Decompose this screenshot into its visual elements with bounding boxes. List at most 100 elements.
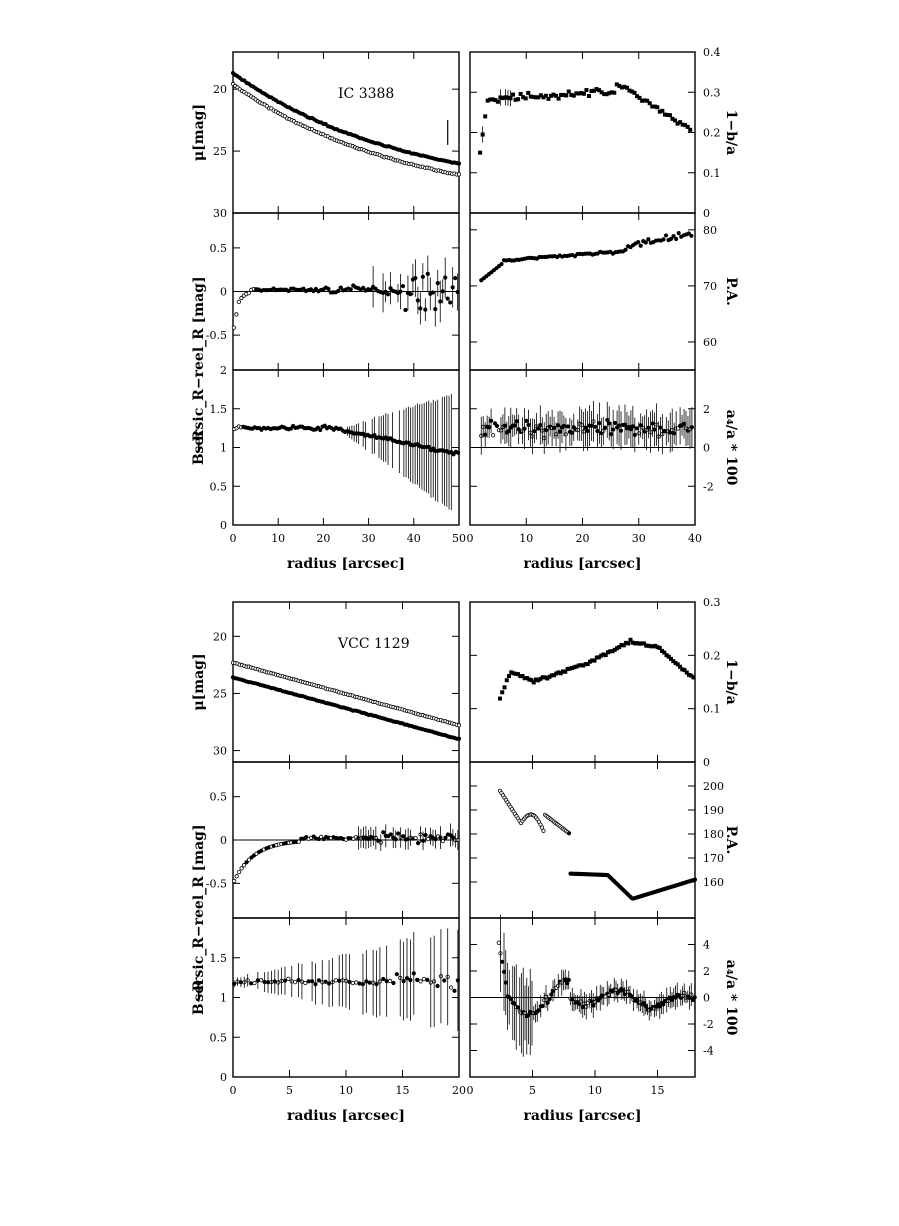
y-axis-label: P.A.: [723, 277, 739, 306]
ellipticity-point: [645, 98, 650, 103]
ellipticity-point: [599, 653, 604, 658]
y-tick-label: 1: [220, 992, 227, 1005]
a4-point: [496, 940, 501, 945]
ellipticity-point: [520, 674, 525, 679]
a4-point: [613, 420, 618, 426]
residual-point: [236, 299, 241, 304]
panel-frame-0-pa: [469, 212, 696, 371]
residual-point: [388, 832, 393, 837]
y-tick-label: -4: [703, 1045, 714, 1058]
pa-point: [643, 240, 648, 245]
y-axis-label: sersic_R−reel_R [mag]: [191, 824, 207, 1001]
y-axis-label: a₄/a * 100: [723, 960, 739, 1036]
residual-point: [348, 287, 353, 292]
ellipticity-point: [673, 118, 678, 123]
ellipticity-point: [673, 660, 678, 665]
x-tick-label: 15: [396, 1084, 410, 1097]
residual-point: [373, 286, 378, 291]
y-axis-label: a₄/a * 100: [723, 410, 739, 486]
residual-point: [381, 830, 386, 835]
ellipticity-point: [648, 644, 653, 649]
a4-point: [593, 424, 598, 429]
color-point: [357, 981, 362, 986]
residual-point: [241, 863, 247, 868]
y-axis-label: sersic_R−reel_R [mag]: [191, 276, 207, 453]
y-tick-label: 80: [703, 224, 717, 237]
y-tick-label: 0: [220, 519, 227, 532]
ellipticity-point: [509, 670, 514, 675]
ellipticity-point: [621, 643, 626, 648]
ellipticity-point: [502, 685, 507, 690]
x-axis-label: radius [arcsec]: [523, 556, 641, 572]
residual-point: [232, 878, 237, 884]
residual-point: [400, 283, 406, 289]
color-point: [452, 988, 457, 993]
ellipticity-point: [518, 674, 523, 679]
ellipticity-point: [504, 678, 509, 683]
x-tick-label: 20: [452, 1084, 466, 1097]
residual-point: [336, 288, 341, 294]
ellipticity-point: [627, 88, 632, 93]
ellipticity-point: [607, 91, 612, 96]
residual-point: [237, 870, 242, 875]
x-tick-label: 15: [651, 1084, 665, 1097]
a4-point: [500, 959, 505, 964]
residual-point: [234, 312, 239, 317]
y-tick-label: -2: [703, 480, 714, 493]
ellipticity-point: [667, 113, 672, 118]
a4-point: [490, 433, 496, 438]
ellipticity-point: [531, 94, 536, 99]
pa-point: [541, 828, 546, 833]
ellipticity-point: [516, 672, 520, 677]
x-tick-label: 0: [230, 1084, 237, 1097]
ellipticity-point: [626, 641, 631, 646]
pa-point: [671, 234, 676, 239]
ellipticity-point: [635, 94, 640, 99]
ellipticity-point: [655, 105, 660, 110]
x-tick-label: 0: [230, 532, 237, 545]
ellipticity-point: [662, 650, 667, 655]
x-tick-label: 20: [576, 532, 590, 545]
x-tick-label: 50: [452, 532, 466, 545]
ellipticity-point: [671, 659, 676, 664]
sb-point-R: [456, 161, 462, 166]
ellipticity-point: [678, 664, 682, 669]
residual-point: [296, 839, 301, 844]
ellipticity-point: [637, 641, 642, 646]
ellipticity-point: [655, 645, 660, 650]
ellipticity-point: [657, 109, 662, 114]
ellipticity-point: [675, 662, 680, 667]
ellipticity-point: [594, 655, 599, 660]
a4-point: [508, 996, 514, 1002]
ellipticity-point: [576, 663, 581, 668]
residual-point: [413, 835, 418, 841]
ellipticity-point: [526, 90, 531, 95]
ellipticity-point: [632, 90, 637, 95]
residual-point: [246, 857, 252, 862]
ellipticity-point: [554, 671, 559, 676]
y-tick-label: 0: [220, 1071, 227, 1084]
y-tick-label: 25: [213, 145, 227, 158]
ellipticity-point: [628, 637, 633, 642]
y-tick-label: 0: [220, 834, 227, 847]
ellipticity-point: [500, 96, 505, 101]
pa-point: [692, 877, 698, 882]
residual-point: [313, 286, 319, 292]
sb-point-B: [456, 723, 462, 728]
x-tick-label: 30: [362, 532, 376, 545]
ellipticity-point: [637, 95, 642, 100]
x-tick-label: 10: [339, 1084, 353, 1097]
ellipticity-point: [678, 120, 683, 125]
x-tick-label: 10: [271, 532, 285, 545]
ellipticity-point: [670, 116, 675, 121]
ellipticity-point: [569, 92, 574, 97]
residual-point: [239, 295, 244, 301]
y-tick-label: -0.5: [206, 329, 227, 342]
y-tick-label: 0.1: [703, 703, 721, 716]
residual-point: [244, 860, 249, 865]
ellipticity-point: [516, 97, 521, 102]
a4-point: [515, 1005, 521, 1010]
ellipticity-point: [612, 90, 617, 95]
pa-point: [623, 247, 628, 252]
y-tick-label: 0: [703, 992, 710, 1005]
